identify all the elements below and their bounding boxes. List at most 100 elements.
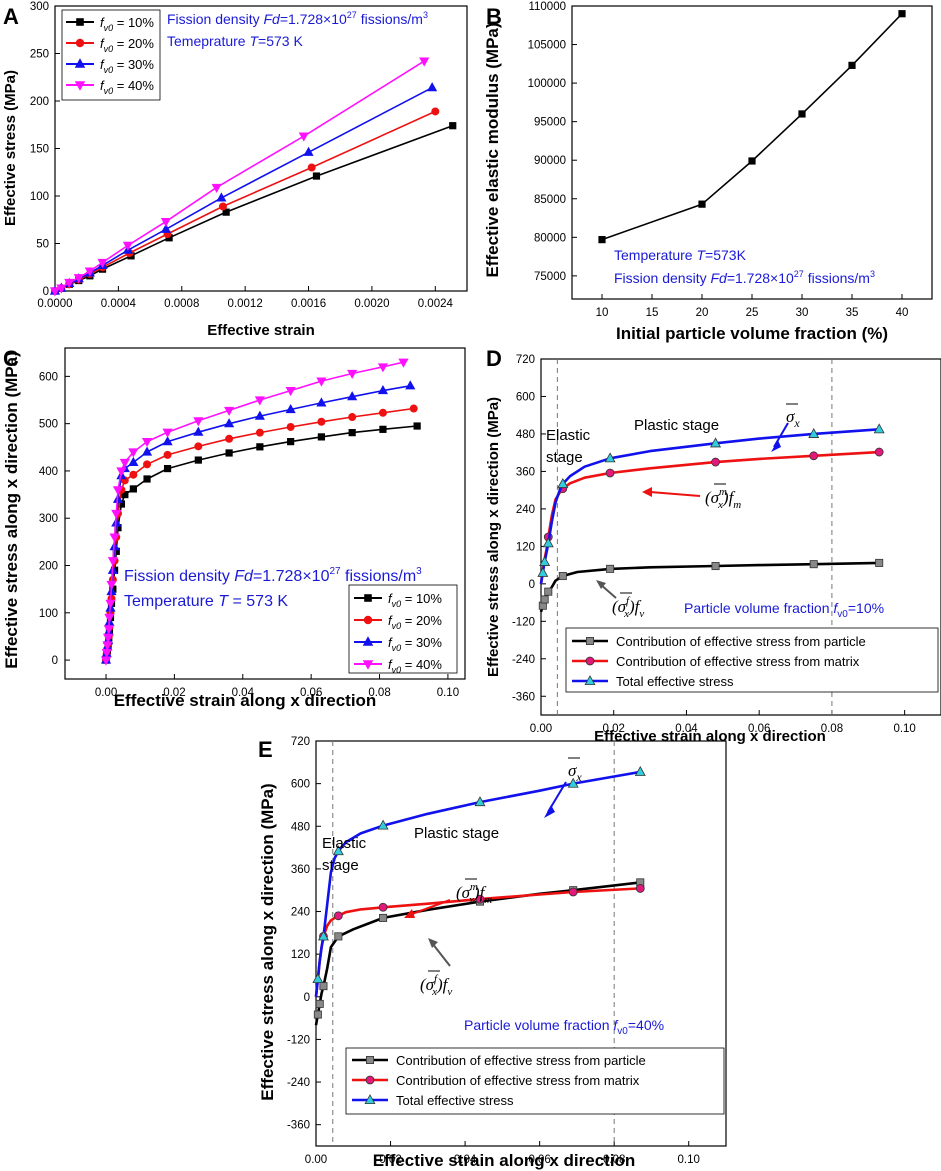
x-tick-label: 0.10	[893, 723, 915, 735]
data-point	[544, 587, 553, 596]
panel-c: C 0.00 0.02 0.04 0.06 0.08 0.10 0 100 200 300 400 5…	[2, 346, 466, 710]
data-point	[163, 464, 172, 473]
data-point	[307, 163, 316, 172]
x-tick-label: 0.00	[530, 723, 552, 735]
data-point	[84, 267, 95, 277]
data-point	[798, 110, 806, 118]
y-tick-label: 200	[30, 96, 49, 108]
series-b	[598, 10, 906, 244]
plot-frame-c	[64, 347, 466, 680]
data-point	[225, 449, 233, 457]
data-point	[875, 558, 884, 567]
data-point	[103, 625, 114, 635]
panel-a: A 0.0000 0.0004 0.0008 0.0012 0.0016 0.0020 0.…	[2, 1, 468, 339]
series-c	[100, 358, 421, 666]
data-point	[316, 377, 327, 387]
data-point	[540, 595, 549, 604]
y-axis-title-e: Effective stress along x direction (MPa)	[258, 783, 277, 1100]
x-tick-label: 15	[646, 307, 659, 319]
data-point	[449, 122, 457, 130]
data-point	[128, 448, 139, 458]
ticks-b: 10 15 20 25 30 35 40 75000 80000 85000 90000 95000 1…	[528, 1, 909, 319]
x-tick-label: 0.10	[678, 1154, 700, 1166]
eq-total-d: σx	[771, 403, 800, 452]
data-point	[303, 146, 314, 156]
x-tick-label: 0.06	[748, 723, 770, 735]
y-tick-label: 600	[39, 371, 58, 383]
legend-label: Contribution of effective stress from ma…	[616, 654, 860, 669]
y-tick-label: 360	[516, 466, 535, 478]
data-point	[285, 386, 296, 397]
data-point	[73, 274, 84, 284]
data-point	[347, 391, 358, 401]
annotation-a: Fission density Fd=1.728×1027 fissions/m…	[167, 10, 428, 49]
legend-marker	[585, 656, 595, 666]
legend-c: fv0 = 10% fv0 = 20% fv0 = 30% fv0 = 40%	[348, 584, 458, 675]
data-point	[129, 485, 137, 493]
y-tick-label: -360	[512, 691, 535, 703]
data-point	[634, 765, 646, 776]
data-point	[317, 417, 326, 426]
y-tick-label: 95000	[534, 117, 566, 129]
data-point	[377, 363, 389, 373]
legend-label: Contribution of effective stress from pa…	[396, 1053, 646, 1068]
data-point	[162, 436, 173, 446]
data-point	[319, 982, 328, 991]
panel-d: D 0.00 0.02 0.04 0.06 0.08 0.10 -360 -240 -120 0 1…	[485, 346, 941, 745]
eq-matrix-e: (σm x)fm	[404, 878, 492, 918]
panel-letter-a: A	[3, 4, 19, 29]
x-tick-label: 0.02	[379, 1154, 401, 1166]
x-tick-label: 10	[596, 307, 609, 319]
y-tick-label: 0	[304, 992, 310, 1004]
legend-label: fv0 = 20%	[388, 613, 442, 631]
x-tick-label: 0.04	[232, 687, 255, 699]
data-point	[348, 429, 356, 437]
x-tick-label: 25	[746, 307, 759, 319]
y-axis-title-b: Effective elastic modulus (MPa)	[483, 22, 502, 277]
data-point	[873, 423, 885, 434]
data-point	[711, 457, 720, 467]
data-point	[316, 397, 327, 407]
y-tick-label: 300	[39, 513, 58, 525]
legend-label: Contribution of effective stress from ma…	[396, 1073, 640, 1088]
data-point	[605, 468, 615, 478]
y-tick-label: 120	[291, 949, 310, 961]
legend-marker	[364, 594, 372, 602]
data-point	[256, 443, 264, 451]
legend-marker	[74, 58, 86, 68]
data-point	[378, 408, 387, 417]
data-point	[874, 447, 884, 457]
data-point	[475, 894, 485, 904]
y-axis-title-d: Effective stress along x direction (MPa)	[485, 397, 502, 677]
y-tick-label: -120	[287, 1034, 310, 1046]
data-point	[537, 566, 549, 577]
data-point	[809, 560, 818, 569]
data-point	[568, 887, 578, 897]
y-tick-label: 240	[516, 504, 535, 516]
data-point	[222, 208, 230, 216]
data-point	[606, 564, 615, 573]
y-tick-label: 480	[291, 821, 310, 833]
temperature-b: Temperature T=573K	[614, 247, 747, 263]
series-d	[537, 359, 885, 715]
x-tick-label: 40	[896, 307, 909, 319]
elastic-label-e: Elastic	[322, 835, 367, 852]
y-tick-label: 100	[30, 191, 49, 203]
legend-label: fv0 = 10%	[388, 591, 442, 609]
x-tick-label: 0.08	[368, 687, 390, 699]
x-tick-label: 0.06	[528, 1154, 550, 1166]
data-point	[102, 641, 113, 651]
y-tick-label: 110000	[528, 1, 566, 13]
data-point	[333, 911, 343, 921]
panel-letter-e: E	[258, 737, 273, 762]
data-point	[379, 425, 387, 433]
data-point	[539, 556, 551, 566]
data-point	[254, 410, 265, 420]
legend-marker	[365, 1075, 375, 1085]
y-tick-label: -240	[512, 654, 535, 666]
x-axis-title-a: Effective strain	[207, 322, 315, 339]
data-point	[808, 428, 820, 438]
data-point	[347, 369, 358, 380]
data-point	[286, 422, 295, 431]
data-point	[122, 241, 133, 251]
